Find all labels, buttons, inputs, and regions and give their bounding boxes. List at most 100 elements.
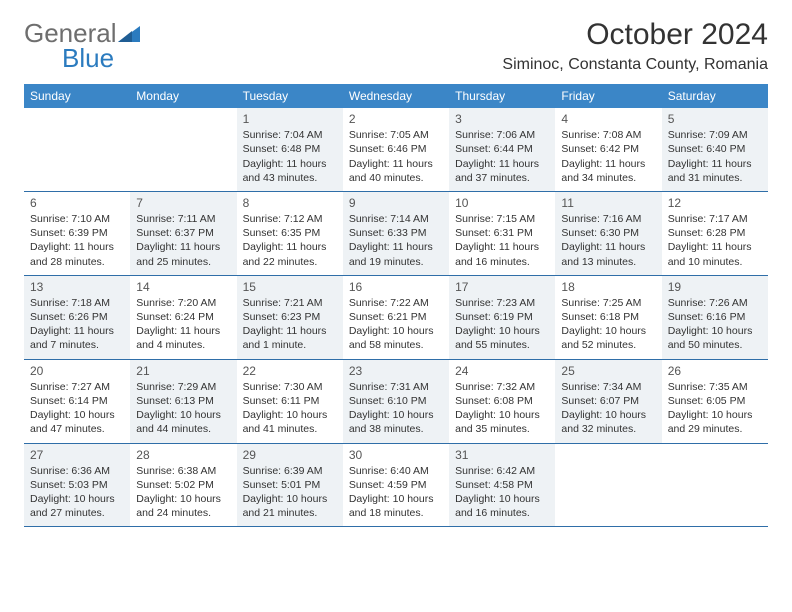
sunset-text: Sunset: 6:40 PM — [668, 142, 762, 156]
day-cell: 26Sunrise: 7:35 AMSunset: 6:05 PMDayligh… — [662, 359, 768, 443]
day-number: 24 — [455, 363, 549, 379]
day-cell: 9Sunrise: 7:14 AMSunset: 6:33 PMDaylight… — [343, 191, 449, 275]
day-number: 19 — [668, 279, 762, 295]
sunset-text: Sunset: 6:23 PM — [243, 310, 337, 324]
day-cell: 27Sunrise: 6:36 AMSunset: 5:03 PMDayligh… — [24, 443, 130, 527]
weekday-header: Tuesday — [237, 84, 343, 108]
weekday-header: Sunday — [24, 84, 130, 108]
day-number: 3 — [455, 111, 549, 127]
sunrise-text: Sunrise: 6:36 AM — [30, 464, 124, 478]
sunset-text: Sunset: 6:39 PM — [30, 226, 124, 240]
daylight-text: Daylight: 11 hours and 37 minutes. — [455, 157, 549, 185]
sunset-text: Sunset: 6:31 PM — [455, 226, 549, 240]
sunrise-text: Sunrise: 7:18 AM — [30, 296, 124, 310]
day-cell: 21Sunrise: 7:29 AMSunset: 6:13 PMDayligh… — [130, 359, 236, 443]
sunset-text: Sunset: 6:14 PM — [30, 394, 124, 408]
sunrise-text: Sunrise: 7:34 AM — [561, 380, 655, 394]
daylight-text: Daylight: 11 hours and 34 minutes. — [561, 157, 655, 185]
day-cell: 23Sunrise: 7:31 AMSunset: 6:10 PMDayligh… — [343, 359, 449, 443]
daylight-text: Daylight: 11 hours and 19 minutes. — [349, 240, 443, 268]
sunrise-text: Sunrise: 7:09 AM — [668, 128, 762, 142]
day-cell: 17Sunrise: 7:23 AMSunset: 6:19 PMDayligh… — [449, 275, 555, 359]
day-number: 25 — [561, 363, 655, 379]
daylight-text: Daylight: 11 hours and 1 minute. — [243, 324, 337, 352]
sunset-text: Sunset: 6:46 PM — [349, 142, 443, 156]
sunset-text: Sunset: 6:10 PM — [349, 394, 443, 408]
month-title: October 2024 — [502, 18, 768, 52]
day-number: 10 — [455, 195, 549, 211]
sunrise-text: Sunrise: 7:14 AM — [349, 212, 443, 226]
weekday-header: Wednesday — [343, 84, 449, 108]
sunset-text: Sunset: 4:59 PM — [349, 478, 443, 492]
daylight-text: Daylight: 11 hours and 4 minutes. — [136, 324, 230, 352]
day-number: 8 — [243, 195, 337, 211]
day-number: 15 — [243, 279, 337, 295]
daylight-text: Daylight: 10 hours and 24 minutes. — [136, 492, 230, 520]
daylight-text: Daylight: 10 hours and 16 minutes. — [455, 492, 549, 520]
daylight-text: Daylight: 11 hours and 43 minutes. — [243, 157, 337, 185]
sunrise-text: Sunrise: 7:11 AM — [136, 212, 230, 226]
sunset-text: Sunset: 5:01 PM — [243, 478, 337, 492]
day-number: 21 — [136, 363, 230, 379]
daylight-text: Daylight: 11 hours and 40 minutes. — [349, 157, 443, 185]
day-cell: 18Sunrise: 7:25 AMSunset: 6:18 PMDayligh… — [555, 275, 661, 359]
day-cell: 16Sunrise: 7:22 AMSunset: 6:21 PMDayligh… — [343, 275, 449, 359]
sunset-text: Sunset: 6:42 PM — [561, 142, 655, 156]
day-number: 7 — [136, 195, 230, 211]
empty-cell — [555, 443, 661, 527]
sunset-text: Sunset: 6:44 PM — [455, 142, 549, 156]
day-cell: 29Sunrise: 6:39 AMSunset: 5:01 PMDayligh… — [237, 443, 343, 527]
day-number: 22 — [243, 363, 337, 379]
brand-logo: General Blue — [24, 18, 142, 74]
day-number: 5 — [668, 111, 762, 127]
day-number: 6 — [30, 195, 124, 211]
day-cell: 28Sunrise: 6:38 AMSunset: 5:02 PMDayligh… — [130, 443, 236, 527]
sunrise-text: Sunrise: 7:05 AM — [349, 128, 443, 142]
day-number: 9 — [349, 195, 443, 211]
sunset-text: Sunset: 6:18 PM — [561, 310, 655, 324]
sunrise-text: Sunrise: 7:32 AM — [455, 380, 549, 394]
day-cell: 20Sunrise: 7:27 AMSunset: 6:14 PMDayligh… — [24, 359, 130, 443]
week-row: 13Sunrise: 7:18 AMSunset: 6:26 PMDayligh… — [24, 275, 768, 359]
week-row: 6Sunrise: 7:10 AMSunset: 6:39 PM Daylight… — [24, 191, 768, 275]
daylight-text: Daylight: 10 hours and 41 minutes. — [243, 408, 337, 436]
sunrise-text: Sunrise: 7:27 AM — [30, 380, 124, 394]
day-cell: 14Sunrise: 7:20 AMSunset: 6:24 PMDayligh… — [130, 275, 236, 359]
daylight-text: Daylight: 10 hours and 44 minutes. — [136, 408, 230, 436]
weekday-header: Friday — [555, 84, 661, 108]
day-number: 16 — [349, 279, 443, 295]
sunrise-text: Sunrise: 7:31 AM — [349, 380, 443, 394]
day-cell: 30Sunrise: 6:40 AMSunset: 4:59 PMDayligh… — [343, 443, 449, 527]
sunset-text: Sunset: 6:21 PM — [349, 310, 443, 324]
day-number: 29 — [243, 447, 337, 463]
sunset-text: Sunset: 6:48 PM — [243, 142, 337, 156]
sunrise-text: Sunrise: 6:40 AM — [349, 464, 443, 478]
daylight-text: Daylight: 10 hours and 18 minutes. — [349, 492, 443, 520]
daylight-text: Daylight: 11 hours and 10 minutes. — [668, 240, 762, 268]
sunset-text: Sunset: 5:03 PM — [30, 478, 124, 492]
weekday-header: Monday — [130, 84, 236, 108]
day-cell: 31Sunrise: 6:42 AMSunset: 4:58 PMDayligh… — [449, 443, 555, 527]
sunrise-text: Sunrise: 7:12 AM — [243, 212, 337, 226]
title-block: October 2024 Siminoc, Constanta County, … — [502, 18, 768, 74]
sunset-text: Sunset: 6:08 PM — [455, 394, 549, 408]
sunset-text: Sunset: 6:26 PM — [30, 310, 124, 324]
week-row: 20Sunrise: 7:27 AMSunset: 6:14 PMDayligh… — [24, 359, 768, 443]
day-cell: 3Sunrise: 7:06 AMSunset: 6:44 PMDaylight… — [449, 108, 555, 191]
weekday-header: Saturday — [662, 84, 768, 108]
sunrise-text: Sunrise: 7:23 AM — [455, 296, 549, 310]
sunrise-text: Sunrise: 6:38 AM — [136, 464, 230, 478]
day-number: 2 — [349, 111, 443, 127]
day-number: 11 — [561, 195, 655, 211]
sunrise-text: Sunrise: 7:29 AM — [136, 380, 230, 394]
sunrise-text: Sunrise: 7:22 AM — [349, 296, 443, 310]
day-cell: 25Sunrise: 7:34 AMSunset: 6:07 PMDayligh… — [555, 359, 661, 443]
daylight-text: Daylight: 10 hours and 55 minutes. — [455, 324, 549, 352]
daylight-text: Daylight: 11 hours and 13 minutes. — [561, 240, 655, 268]
day-cell: 7Sunrise: 7:11 AMSunset: 6:37 PMDaylight… — [130, 191, 236, 275]
day-number: 28 — [136, 447, 230, 463]
sunrise-text: Sunrise: 7:10 AM — [30, 212, 124, 226]
day-number: 26 — [668, 363, 762, 379]
empty-cell — [662, 443, 768, 527]
day-cell: 22Sunrise: 7:30 AMSunset: 6:11 PMDayligh… — [237, 359, 343, 443]
